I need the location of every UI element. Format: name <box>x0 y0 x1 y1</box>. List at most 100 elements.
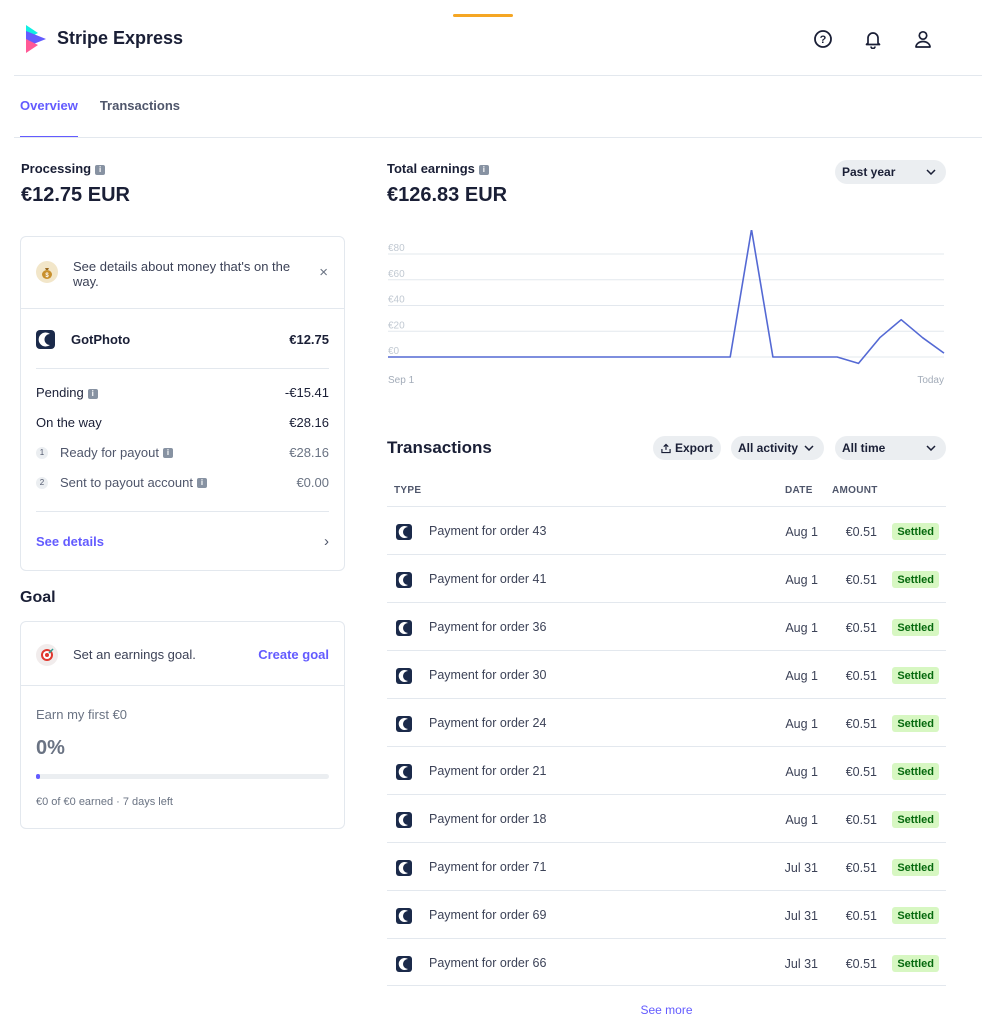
goal-progress-bar <box>36 774 329 779</box>
transaction-date: Jul 31 <box>784 957 818 971</box>
table-row[interactable]: Payment for order 36 Aug 1 €0.51 Settled <box>387 602 946 650</box>
goal-prompt: Set an earnings goal. <box>73 647 196 662</box>
divider <box>36 368 329 369</box>
transaction-description: Payment for order 71 <box>429 860 547 874</box>
gotphoto-logo-icon <box>396 860 412 876</box>
merchant-row[interactable]: GotPhoto €12.75 <box>36 330 329 349</box>
table-row[interactable]: Payment for order 41 Aug 1 €0.51 Settled <box>387 554 946 602</box>
divider <box>21 685 344 686</box>
gotphoto-logo-icon <box>396 620 412 636</box>
help-icon[interactable]: ? <box>812 28 834 50</box>
x-tick-label: Sep 1 <box>388 375 415 386</box>
step-label: Ready for payout <box>60 445 160 460</box>
total-earnings-label-text: Total earnings <box>387 161 475 176</box>
transaction-date: Aug 1 <box>785 765 818 779</box>
gotphoto-logo-icon <box>396 668 412 684</box>
status-badge: Settled <box>892 907 939 924</box>
gotphoto-logo-icon <box>396 812 412 828</box>
tab-overview[interactable]: Overview <box>20 98 78 138</box>
table-row[interactable]: Payment for order 30 Aug 1 €0.51 Settled <box>387 650 946 698</box>
see-details-label: See details <box>36 534 104 549</box>
earnings-range-select[interactable]: Past year <box>835 160 946 184</box>
top-progress-accent <box>453 14 513 17</box>
pending-row: Pending i -€15.41 <box>36 385 329 400</box>
step-number: 1 <box>36 446 48 459</box>
transaction-description: Payment for order 24 <box>429 716 547 730</box>
transaction-date: Aug 1 <box>785 621 818 635</box>
app-header: Stripe Express ? <box>0 0 1003 76</box>
y-tick-label: €20 <box>388 320 405 331</box>
transaction-date: Aug 1 <box>785 813 818 827</box>
series-line <box>388 230 945 365</box>
see-more-link[interactable]: See more <box>640 1003 693 1017</box>
transaction-amount: €0.51 <box>845 525 877 539</box>
table-row[interactable]: Payment for order 24 Aug 1 €0.51 Settled <box>387 698 946 746</box>
column-header-date[interactable]: DATE <box>785 485 813 496</box>
table-row[interactable]: Payment for order 69 Jul 31 €0.51 Settled <box>387 890 946 938</box>
gotphoto-logo-icon <box>396 524 412 540</box>
goal-name: Earn my first €0 <box>36 707 128 722</box>
earnings-chart: €80 €60 €40 €20 €0 Sep 1 Today <box>388 230 945 386</box>
status-badge: Settled <box>892 955 939 972</box>
info-icon[interactable]: i <box>87 388 98 399</box>
chevron-down-icon <box>926 445 936 451</box>
status-badge: Settled <box>892 523 939 540</box>
transaction-description: Payment for order 30 <box>429 668 547 682</box>
close-icon[interactable]: × <box>319 264 328 281</box>
transaction-amount: €0.51 <box>845 717 877 731</box>
transaction-description: Payment for order 69 <box>429 908 547 922</box>
total-earnings-amount: €126.83 EUR <box>387 184 508 206</box>
goal-title: Goal <box>20 589 56 606</box>
info-icon[interactable]: i <box>95 164 106 175</box>
see-details-link[interactable]: See details › <box>36 533 329 550</box>
gotphoto-logo-icon <box>396 908 412 924</box>
table-row[interactable]: Payment for order 43 Aug 1 €0.51 Settled <box>387 506 946 554</box>
transaction-date: Jul 31 <box>784 909 818 923</box>
activity-filter-select[interactable]: All activity <box>731 436 824 460</box>
info-icon[interactable]: i <box>163 447 174 458</box>
step-amount: €0.00 <box>296 475 329 490</box>
bell-icon[interactable] <box>862 28 884 50</box>
info-icon[interactable]: i <box>196 477 207 488</box>
on-the-way-row: On the way €28.16 <box>36 415 329 430</box>
transaction-description: Payment for order 43 <box>429 524 547 538</box>
transaction-description: Payment for order 66 <box>429 956 547 970</box>
table-row[interactable]: Payment for order 66 Jul 31 €0.51 Settled <box>387 938 946 986</box>
transaction-amount: €0.51 <box>845 813 877 827</box>
status-badge: Settled <box>892 763 939 780</box>
processing-label-text: Processing <box>21 161 92 176</box>
gotphoto-logo-icon <box>396 572 412 588</box>
svg-text:?: ? <box>820 34 827 46</box>
info-icon[interactable]: i <box>478 164 489 175</box>
transaction-date: Aug 1 <box>785 525 818 539</box>
table-row[interactable]: Payment for order 18 Aug 1 €0.51 Settled <box>387 794 946 842</box>
transaction-date: Jul 31 <box>784 861 818 875</box>
export-button[interactable]: Export <box>653 436 721 460</box>
tab-transactions[interactable]: Transactions <box>99 98 181 113</box>
y-tick-label: €0 <box>388 346 400 357</box>
table-row[interactable]: Payment for order 71 Jul 31 €0.51 Settled <box>387 842 946 890</box>
goal-card: Set an earnings goal. Create goal Earn m… <box>20 621 345 829</box>
transaction-description: Payment for order 36 <box>429 620 547 634</box>
column-header-amount[interactable]: AMOUNT <box>832 485 878 496</box>
chevron-down-icon <box>926 169 936 175</box>
export-label: Export <box>674 441 713 455</box>
time-filter-select[interactable]: All time <box>835 436 946 460</box>
step-label: Sent to payout account <box>60 475 193 490</box>
merchant-name: GotPhoto <box>71 332 131 347</box>
target-icon <box>36 644 58 666</box>
transaction-date: Aug 1 <box>785 669 818 683</box>
transaction-amount: €0.51 <box>845 573 877 587</box>
ready-for-payout-row: 1 Ready for payout i €28.16 <box>36 445 329 460</box>
processing-amount: €12.75 EUR <box>21 184 130 206</box>
gotphoto-logo-icon <box>396 956 412 972</box>
column-header-type[interactable]: TYPE <box>394 485 422 496</box>
export-icon <box>661 443 671 453</box>
create-goal-button[interactable]: Create goal <box>258 647 329 662</box>
user-icon[interactable] <box>912 28 934 50</box>
transaction-date: Aug 1 <box>785 573 818 587</box>
step-number: 2 <box>36 476 48 489</box>
total-earnings-label: Total earnings i <box>387 161 489 176</box>
transaction-amount: €0.51 <box>845 909 877 923</box>
table-row[interactable]: Payment for order 21 Aug 1 €0.51 Settled <box>387 746 946 794</box>
